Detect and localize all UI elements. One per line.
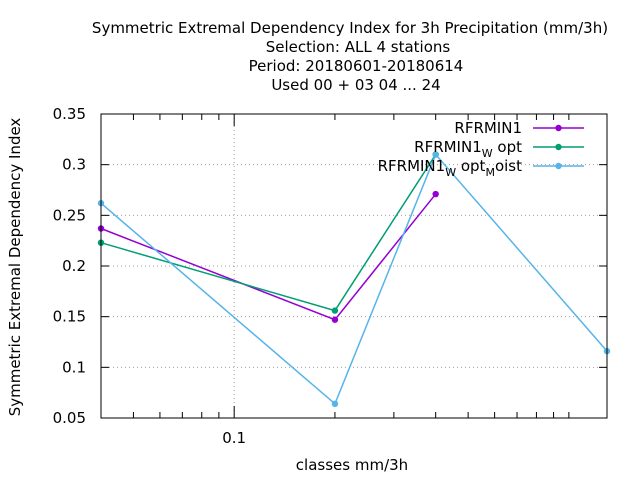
series <box>97 151 611 408</box>
data-point <box>331 316 339 323</box>
x-tick-label: 0.1 <box>222 429 246 447</box>
data-point <box>432 190 439 198</box>
legend-label-part: RFRMIN1 <box>378 157 446 175</box>
y-axis-ticks: 0.05 0.1 0.15 0.2 0.25 0.3 0.35 <box>53 105 607 427</box>
legend-item-1: RFRMIN1 <box>454 119 584 137</box>
series-2 <box>97 151 439 314</box>
y-tick-label: 0.3 <box>62 156 86 174</box>
grid <box>101 114 607 418</box>
title-line-3: Period: 20180601-20180614 <box>249 57 464 75</box>
legend-label: RFRMIN1W optMoist <box>378 157 523 179</box>
legend-label-part: W <box>445 166 456 179</box>
y-tick-label: 0.05 <box>53 409 86 427</box>
legend-item-2: RFRMIN1W opt <box>414 138 584 160</box>
y-tick-label: 0.15 <box>53 308 86 326</box>
legend-label: RFRMIN1 <box>454 119 522 137</box>
y-axis-label: Symmetric Extremal Dependency Index <box>6 118 24 417</box>
legend-label-part: M <box>485 166 495 179</box>
x-axis-label: classes mm/3h <box>296 456 408 474</box>
legend-label-part: opt <box>493 138 522 156</box>
y-tick-label: 0.35 <box>53 105 86 123</box>
legend-swatch-point <box>555 124 562 132</box>
legend-label-part: RFRMIN1 <box>454 119 522 137</box>
y-tick-label: 0.2 <box>62 257 86 275</box>
plot-frame <box>100 113 608 419</box>
chart-title: Symmetric Extremal Dependency Index for … <box>92 19 608 94</box>
series-line <box>100 153 608 406</box>
legend-item-3: RFRMIN1W optMoist <box>378 157 584 179</box>
data-point <box>331 400 339 408</box>
title-line-4: Used 00 + 03 04 ... 24 <box>271 76 440 94</box>
legend-label: RFRMIN1W opt <box>414 138 522 160</box>
legend-swatch-point <box>555 143 562 151</box>
y-tick-label: 0.25 <box>53 206 86 224</box>
legend-swatch-point <box>555 162 562 170</box>
series-line <box>100 154 437 312</box>
title-line-1: Symmetric Extremal Dependency Index for … <box>92 19 608 37</box>
legend-label-part: W <box>482 147 493 160</box>
data-point <box>331 307 339 314</box>
data-point <box>432 151 439 158</box>
legend-label-part: opt <box>456 157 485 175</box>
title-line-2: Selection: ALL 4 stations <box>266 38 451 56</box>
series-3 <box>97 151 611 408</box>
legend-label-part: RFRMIN1 <box>414 138 482 156</box>
legend-label-part: oist <box>495 157 522 175</box>
y-tick-label: 0.1 <box>62 358 86 376</box>
